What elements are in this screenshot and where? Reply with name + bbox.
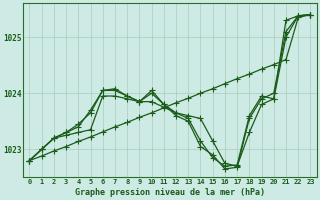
X-axis label: Graphe pression niveau de la mer (hPa): Graphe pression niveau de la mer (hPa) (75, 188, 265, 197)
